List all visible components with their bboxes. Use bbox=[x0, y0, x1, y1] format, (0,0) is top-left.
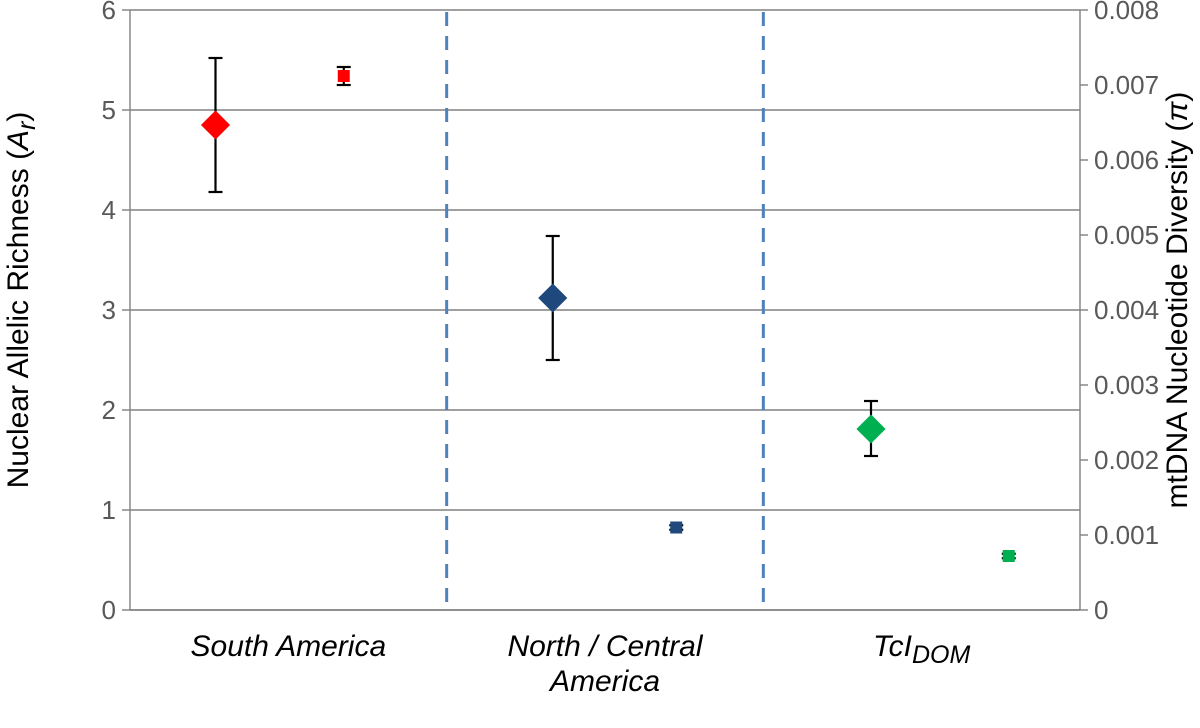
y-right-tick: 0 bbox=[1094, 595, 1108, 626]
y-right-tick: 0.006 bbox=[1094, 145, 1159, 176]
y-left-tick: 5 bbox=[102, 95, 116, 126]
y-right-tick: 0.003 bbox=[1094, 370, 1159, 401]
y-left-prefix: Nuclear Allelic Richness ( bbox=[2, 150, 35, 488]
y-left-symbol: A bbox=[2, 130, 35, 150]
y-right-axis-label: mtDNA Nucleotide Diversity (π) bbox=[1161, 92, 1195, 509]
y-right-tick: 0.004 bbox=[1094, 295, 1159, 326]
y-left-tick: 1 bbox=[102, 495, 116, 526]
y-right-tick: 0.001 bbox=[1094, 520, 1159, 551]
y-right-tick: 0.002 bbox=[1094, 445, 1159, 476]
y-left-suffix: ) bbox=[2, 112, 35, 122]
chart-svg bbox=[0, 0, 1200, 728]
y-left-sub: r bbox=[13, 122, 41, 130]
y-left-axis-label: Nuclear Allelic Richness (Ar) bbox=[2, 112, 42, 489]
y-right-symbol: π bbox=[1161, 102, 1194, 122]
y-left-tick: 6 bbox=[102, 0, 116, 26]
chart-container: Nuclear Allelic Richness (Ar) mtDNA Nucl… bbox=[0, 0, 1200, 728]
y-right-tick: 0.007 bbox=[1094, 70, 1159, 101]
y-left-tick: 4 bbox=[102, 195, 116, 226]
y-right-tick: 0.008 bbox=[1094, 0, 1159, 26]
y-right-prefix: mtDNA Nucleotide Diversity ( bbox=[1161, 122, 1194, 509]
y-left-tick: 0 bbox=[102, 595, 116, 626]
y-left-tick: 2 bbox=[102, 395, 116, 426]
y-right-suffix: ) bbox=[1161, 92, 1194, 102]
category-label: North / CentralAmerica bbox=[465, 630, 745, 699]
y-left-tick: 3 bbox=[102, 295, 116, 326]
y-right-tick: 0.005 bbox=[1094, 220, 1159, 251]
category-label: TcIDOM bbox=[782, 630, 1062, 670]
category-label: South America bbox=[148, 630, 428, 665]
